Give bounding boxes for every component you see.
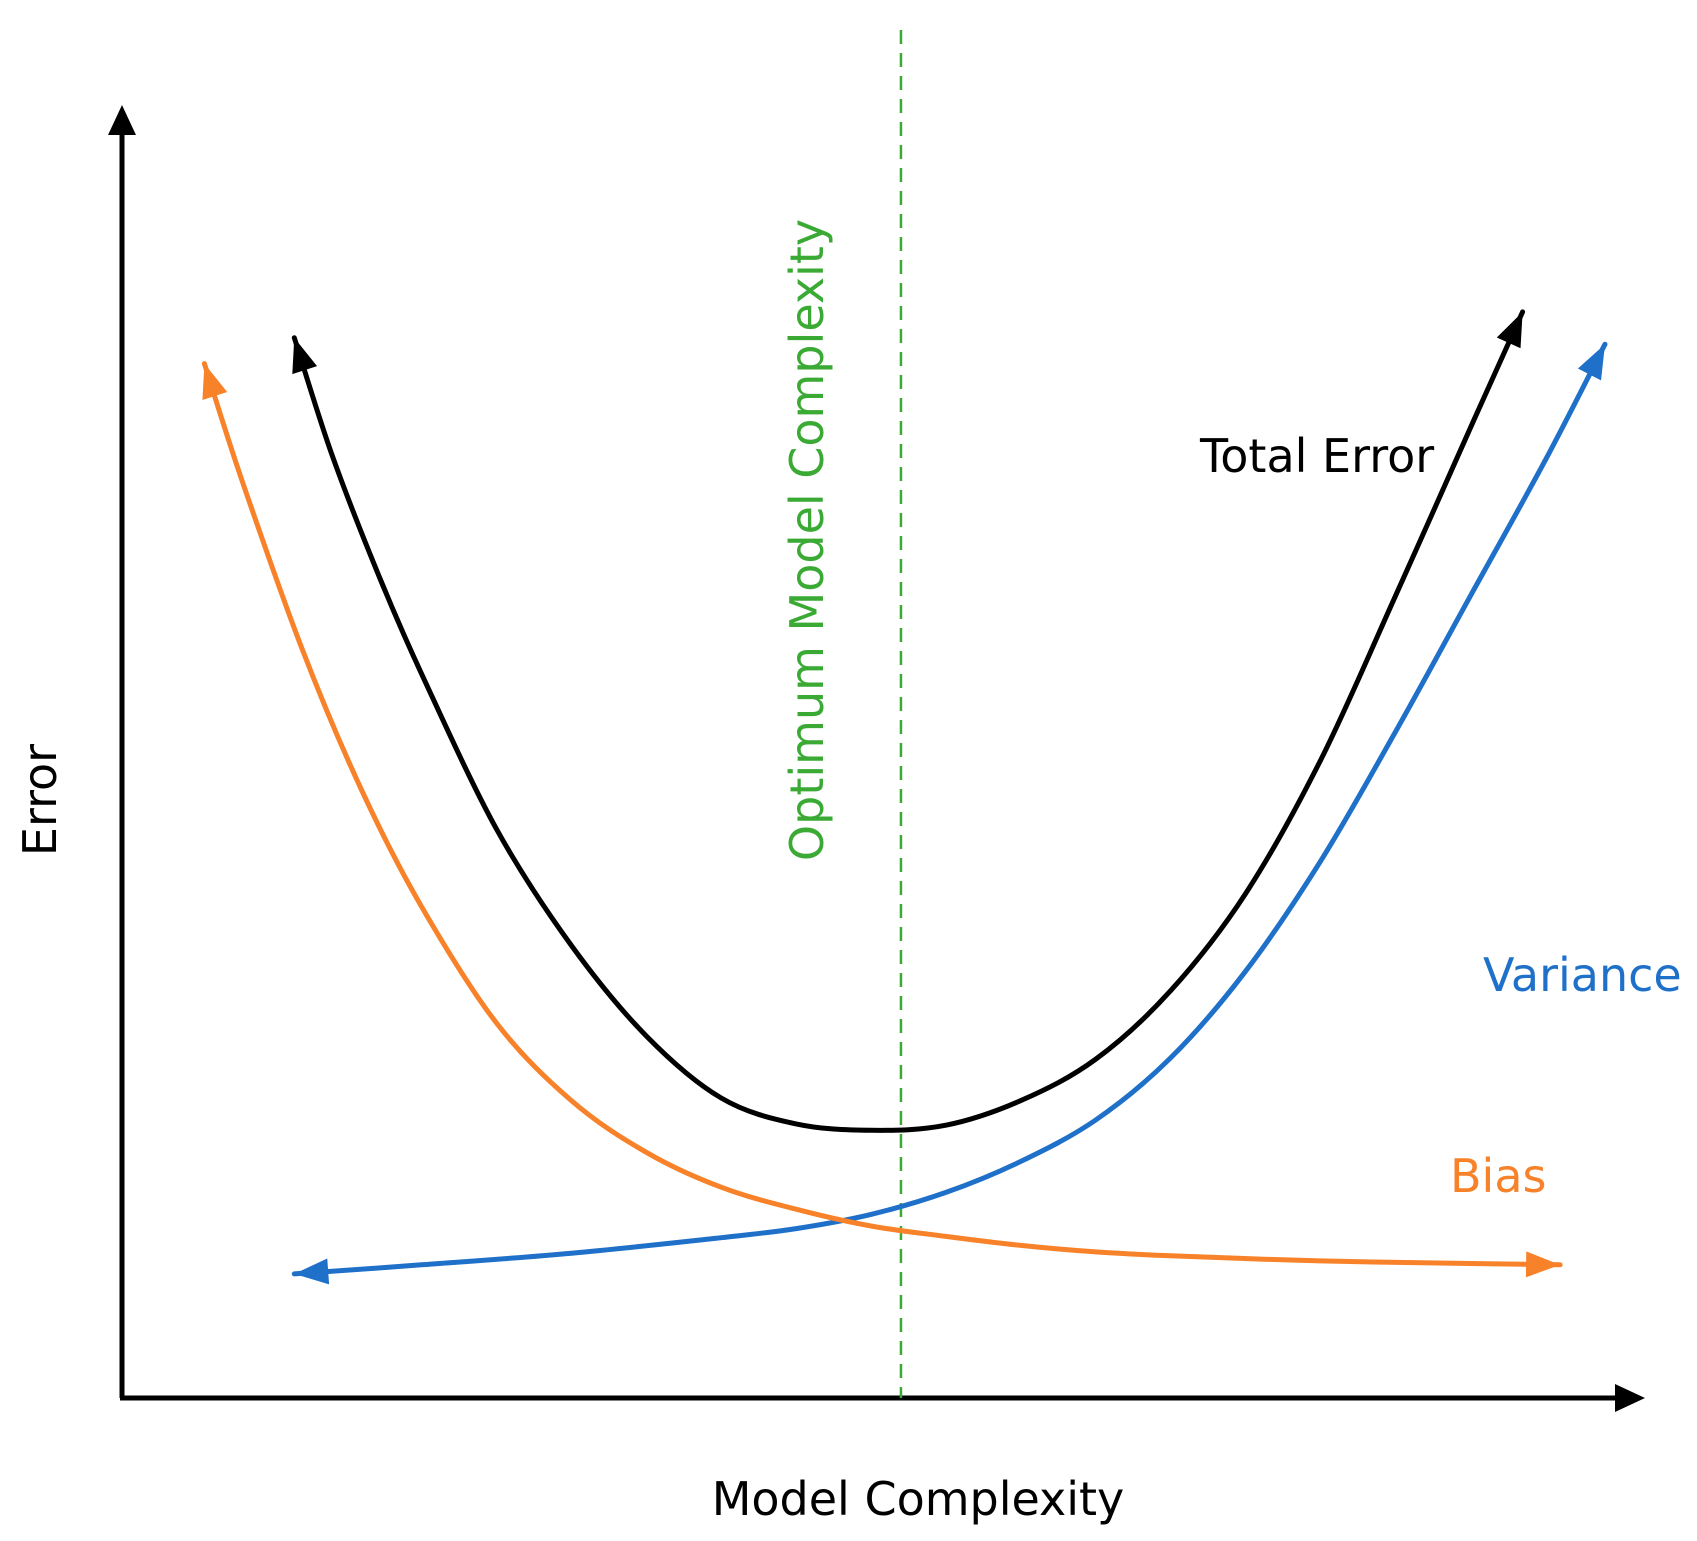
bias-end-arrowhead — [1525, 1251, 1561, 1278]
bias-start-arrowhead — [202, 363, 228, 400]
x-axis-arrowhead — [1615, 1384, 1645, 1412]
x-axis-label: Model Complexity — [712, 1472, 1125, 1526]
y-axis-label: Error — [13, 744, 67, 856]
optimum-label: Optimum Model Complexity — [780, 219, 834, 861]
variance-label: Variance — [1483, 948, 1682, 1002]
bias-curve — [201, 361, 1563, 1268]
total-error-label: Total Error — [1199, 429, 1434, 483]
total-error-start-arrowhead — [292, 337, 318, 375]
variance-curve — [291, 341, 1608, 1277]
series-layer — [201, 309, 1608, 1285]
y-axis-arrowhead — [108, 105, 136, 135]
total-error-curve — [291, 309, 1526, 1133]
bias-label: Bias — [1450, 1149, 1547, 1203]
variance-start-arrowhead — [294, 1258, 330, 1285]
total-error-end-arrowhead — [1496, 311, 1523, 349]
axes — [108, 105, 1645, 1412]
variance-end-arrowhead — [1577, 344, 1606, 381]
